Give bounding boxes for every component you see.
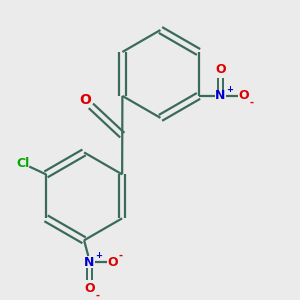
Text: N: N: [84, 256, 94, 269]
Text: O: O: [80, 93, 92, 106]
Text: O: O: [107, 256, 118, 269]
Text: -: -: [96, 291, 100, 300]
Text: N: N: [215, 89, 226, 102]
Text: +: +: [95, 251, 102, 260]
Text: Cl: Cl: [16, 158, 30, 170]
Text: -: -: [250, 98, 254, 108]
Text: -: -: [119, 250, 123, 260]
Text: O: O: [238, 89, 249, 102]
Text: O: O: [84, 282, 94, 296]
Text: O: O: [215, 63, 226, 76]
Text: +: +: [226, 85, 233, 94]
